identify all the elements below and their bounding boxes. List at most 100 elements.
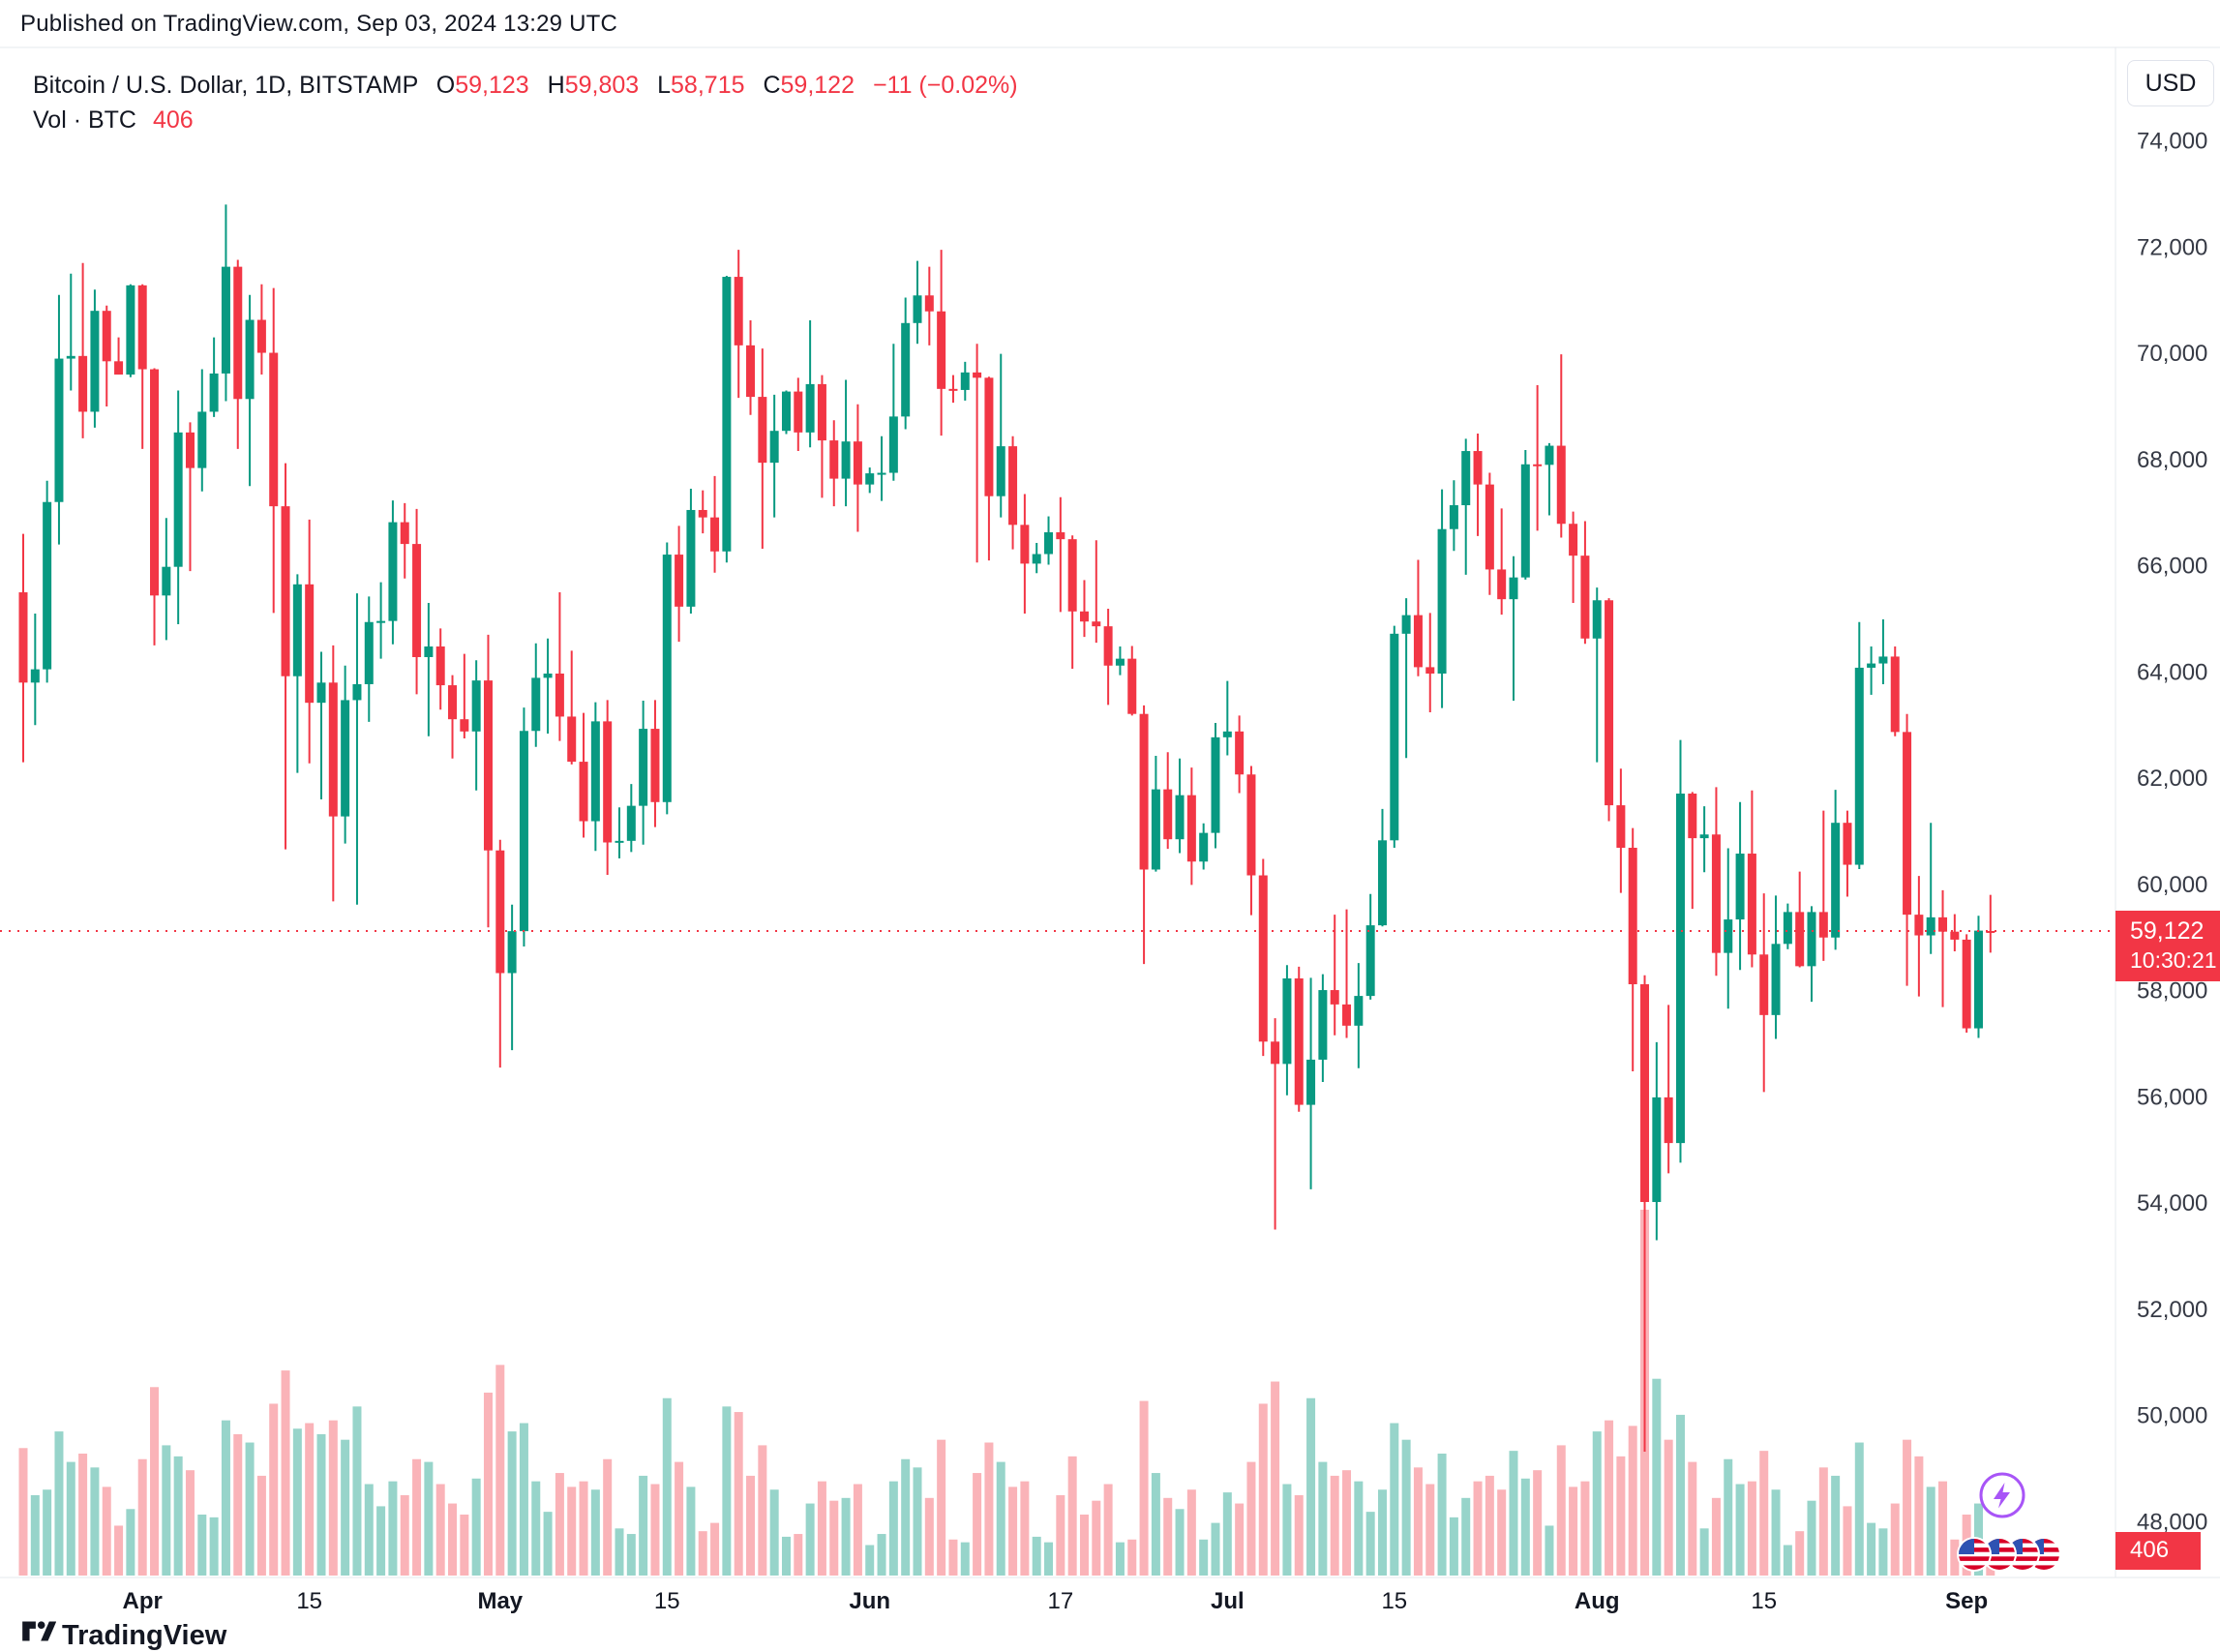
candle-body (734, 277, 743, 345)
volume-bar (1818, 1467, 1828, 1576)
volume-bar (973, 1473, 982, 1576)
candle-body (1497, 569, 1507, 600)
volume-bar (137, 1458, 147, 1576)
volume-bar (1926, 1487, 1935, 1576)
volume-bar (1044, 1542, 1054, 1576)
price-axis[interactable] (2115, 47, 2220, 1577)
volume-bar (1592, 1431, 1602, 1576)
candle-body (1580, 556, 1590, 639)
volume-bar (209, 1517, 219, 1576)
candle-body (758, 397, 767, 464)
volume-bar (650, 1484, 660, 1576)
candle-body (1425, 667, 1435, 674)
countdown-timer: 10:30:21 (2130, 947, 2217, 974)
candle-body (412, 544, 422, 657)
volume-bar (18, 1448, 28, 1576)
candle-body (1878, 656, 1888, 664)
volume-bar (543, 1512, 553, 1576)
volume-bar (150, 1387, 160, 1576)
volume-bar (1115, 1542, 1125, 1576)
volume-bar (662, 1397, 672, 1576)
volume-bar (1222, 1492, 1232, 1576)
volume-bar (54, 1431, 64, 1576)
boost-icon[interactable] (1976, 1469, 2028, 1521)
volume-bar (555, 1473, 564, 1576)
candle-body (269, 352, 279, 507)
tradingview-logo-icon[interactable] (19, 1612, 56, 1649)
candle-body (30, 669, 40, 683)
candle-body (1473, 451, 1483, 485)
candle-body (328, 682, 338, 817)
candle-body (1235, 731, 1245, 775)
candle-body (43, 501, 52, 670)
us-flag-icon (1957, 1537, 1992, 1572)
candle-body (305, 584, 315, 704)
volume-bar (1377, 1489, 1387, 1576)
volume-bar (1354, 1481, 1364, 1576)
candle-body (1175, 795, 1185, 840)
volume-bar (1711, 1497, 1721, 1576)
candle-body (662, 555, 672, 802)
volume-bar (1771, 1489, 1781, 1576)
candle-body (1652, 1096, 1662, 1203)
volume-bar (686, 1487, 696, 1576)
candle-body (567, 716, 577, 763)
volume-bar (424, 1461, 434, 1576)
volume-bar (1413, 1467, 1423, 1576)
volume-bar (1199, 1539, 1209, 1576)
candle-body (495, 850, 505, 974)
candle-body (1533, 464, 1543, 466)
candle-body (1342, 1004, 1352, 1026)
candle-body (364, 621, 374, 684)
price-tick-label: 56,000 (2137, 1084, 2207, 1110)
volume-bar (173, 1456, 183, 1576)
lightning-icon (1994, 1483, 2010, 1509)
candle-body (197, 411, 207, 468)
volume-bar (1485, 1475, 1494, 1576)
volume-bar (1271, 1381, 1280, 1576)
price-tick-label: 72,000 (2137, 234, 2207, 260)
candle-body (1569, 524, 1578, 556)
volume-bar (1151, 1473, 1160, 1576)
price-tick-label: 50,000 (2137, 1403, 2207, 1429)
currency-button[interactable]: USD (2127, 60, 2214, 106)
candle-body (1556, 445, 1566, 525)
volume-bar (1950, 1539, 1960, 1576)
candle-body (1807, 912, 1816, 967)
symbol-title[interactable]: Bitcoin / U.S. Dollar, 1D, BITSTAMP (33, 72, 418, 99)
volume-bar (1580, 1481, 1590, 1576)
volume-bar (603, 1458, 613, 1576)
time-axis[interactable] (0, 1578, 2115, 1623)
price-tick-label: 74,000 (2137, 129, 2207, 155)
open-label: O (435, 72, 456, 99)
time-tick-label: Aug (1575, 1588, 1620, 1614)
volume-bar (853, 1484, 862, 1576)
candle-body (185, 432, 195, 468)
volume-bar (1807, 1500, 1816, 1576)
candle-body (1401, 615, 1411, 634)
candle-body (960, 372, 970, 390)
candle-body (1914, 915, 1924, 936)
candle-body (1377, 840, 1387, 926)
us-flag-reactions-icon[interactable] (1955, 1535, 2075, 1574)
price-tick-label: 62,000 (2137, 766, 2207, 792)
candle-body (245, 319, 255, 400)
volume-bar (1032, 1536, 1041, 1576)
volume-bar (590, 1489, 600, 1576)
high-value: 59,803 (564, 72, 640, 99)
volume-bar (1473, 1481, 1483, 1576)
candle-body (1485, 484, 1494, 570)
volume-bar (579, 1481, 588, 1576)
volume-bar (1724, 1458, 1733, 1576)
candle-body (1032, 554, 1041, 564)
volume-bar (281, 1370, 290, 1576)
candle-body (1926, 916, 1935, 936)
volume-bar (1854, 1442, 1864, 1576)
volume-bar (1056, 1494, 1065, 1576)
volume-bar (1545, 1525, 1554, 1576)
candle-body (1186, 795, 1196, 862)
candle-body (686, 509, 696, 607)
brand-text[interactable]: TradingView (62, 1620, 227, 1651)
candle-body (1390, 633, 1399, 841)
